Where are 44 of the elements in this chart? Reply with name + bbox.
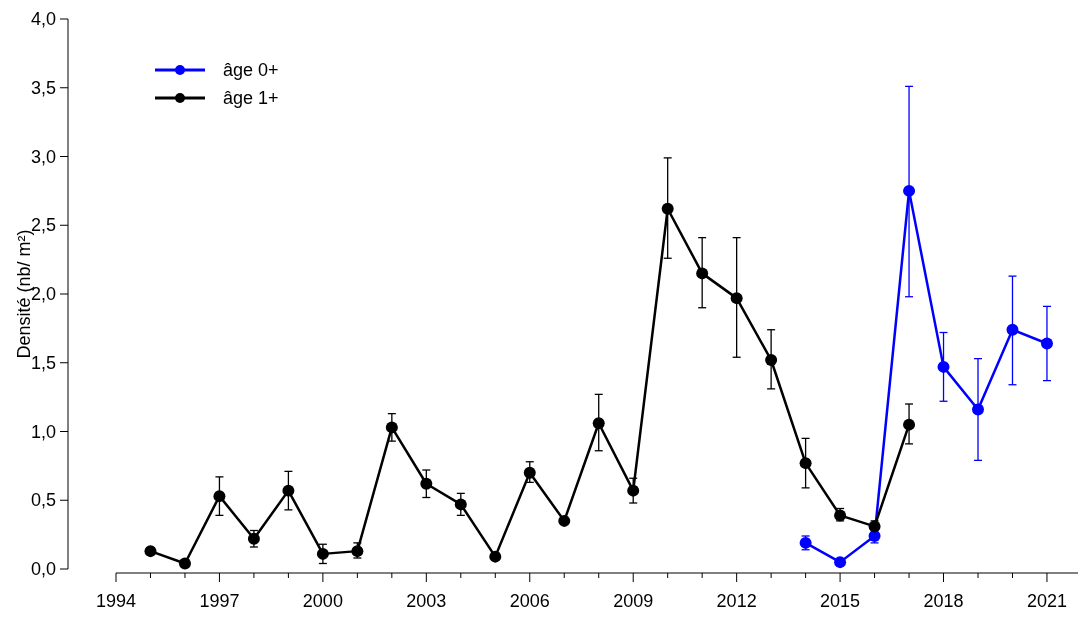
point bbox=[489, 550, 502, 563]
point bbox=[627, 484, 640, 497]
point bbox=[765, 354, 778, 366]
point bbox=[1006, 323, 1019, 336]
x-tick-label: 2012 bbox=[716, 591, 757, 611]
x-tick-label: 2015 bbox=[820, 591, 861, 611]
point bbox=[144, 545, 157, 558]
y-tick-label: 0,5 bbox=[30, 490, 56, 511]
point bbox=[661, 202, 674, 215]
point bbox=[696, 267, 709, 280]
legend-label: âge 0+ bbox=[223, 60, 279, 80]
x-tick-label: 2018 bbox=[923, 591, 964, 611]
x-tick-label: 2003 bbox=[406, 591, 447, 611]
legend-label: âge 1+ bbox=[223, 88, 279, 108]
point bbox=[558, 514, 571, 527]
y-tick-label: 1,5 bbox=[30, 352, 56, 373]
point bbox=[903, 184, 916, 197]
point bbox=[592, 417, 605, 430]
point bbox=[799, 457, 812, 470]
x-tick-label: 2021 bbox=[1026, 591, 1067, 611]
point bbox=[972, 403, 985, 416]
x-tick-label: 2000 bbox=[302, 591, 343, 611]
point bbox=[730, 292, 743, 305]
x-tick-label: 1994 bbox=[95, 591, 137, 611]
point bbox=[420, 477, 433, 490]
point bbox=[385, 421, 398, 434]
y-tick-label: 1,0 bbox=[30, 421, 56, 442]
point bbox=[282, 484, 295, 497]
point bbox=[1040, 337, 1053, 350]
y-tick-label: 4,0 bbox=[30, 9, 56, 29]
x-tick-label: 2006 bbox=[509, 591, 550, 611]
point bbox=[834, 556, 847, 569]
x-tick-label: 1997 bbox=[199, 591, 240, 611]
point bbox=[454, 498, 467, 511]
y-tick-label: 3,0 bbox=[30, 146, 56, 167]
point bbox=[523, 466, 536, 479]
point bbox=[213, 490, 226, 503]
y-tick-label: 3,5 bbox=[30, 77, 56, 98]
point bbox=[178, 557, 191, 570]
y-tick-label: 0,0 bbox=[30, 559, 56, 579]
point bbox=[316, 547, 329, 560]
x-tick-label: 2009 bbox=[613, 591, 654, 611]
point bbox=[903, 418, 916, 431]
point bbox=[937, 360, 950, 373]
